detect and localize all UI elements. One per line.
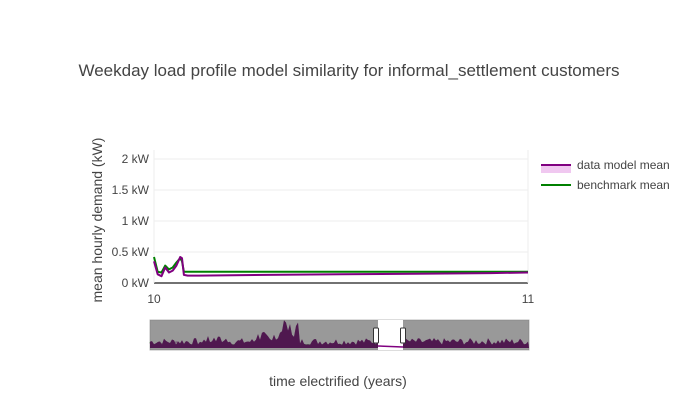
legend-band-swatch — [541, 164, 571, 173]
range-slider-handle-right[interactable] — [400, 327, 406, 344]
y-tick-label: 1 kW — [122, 214, 150, 228]
x-tick-label: 11 — [522, 292, 535, 306]
x-tick-labels: 10 11 — [147, 292, 534, 306]
y-tick-labels: 0 kW 0.5 kW 1 kW 1.5 kW 2 kW — [112, 152, 150, 290]
x-axis-title: time electrified (years) — [269, 373, 407, 389]
legend-label: data model mean — [577, 158, 670, 172]
range-slider[interactable] — [149, 319, 530, 351]
y-tick-label: 2 kW — [122, 152, 150, 166]
y-axis-title: mean hourly demand (kW) — [89, 138, 105, 303]
range-slider-window-trace — [377, 345, 404, 348]
legend-item[interactable]: benchmark mean — [541, 178, 670, 192]
legend[interactable]: data model mean benchmark mean — [541, 158, 670, 192]
range-slider-handle-left[interactable] — [373, 327, 379, 344]
y-tick-label: 1.5 kW — [112, 183, 150, 197]
legend-item[interactable]: data model mean — [541, 158, 670, 173]
y-tick-label: 0.5 kW — [112, 245, 150, 259]
plot-area[interactable] — [153, 256, 529, 278]
legend-label: benchmark mean — [577, 178, 670, 192]
chart-title: Weekday load profile model similarity fo… — [78, 61, 619, 80]
y-tick-label: 0 kW — [122, 276, 150, 290]
series-line-data-model-mean[interactable] — [153, 256, 529, 278]
range-slider-window[interactable] — [378, 320, 403, 350]
grid-layer — [153, 150, 529, 284]
range-slider-overview-fill — [150, 320, 529, 348]
x-tick-label: 10 — [147, 292, 161, 306]
